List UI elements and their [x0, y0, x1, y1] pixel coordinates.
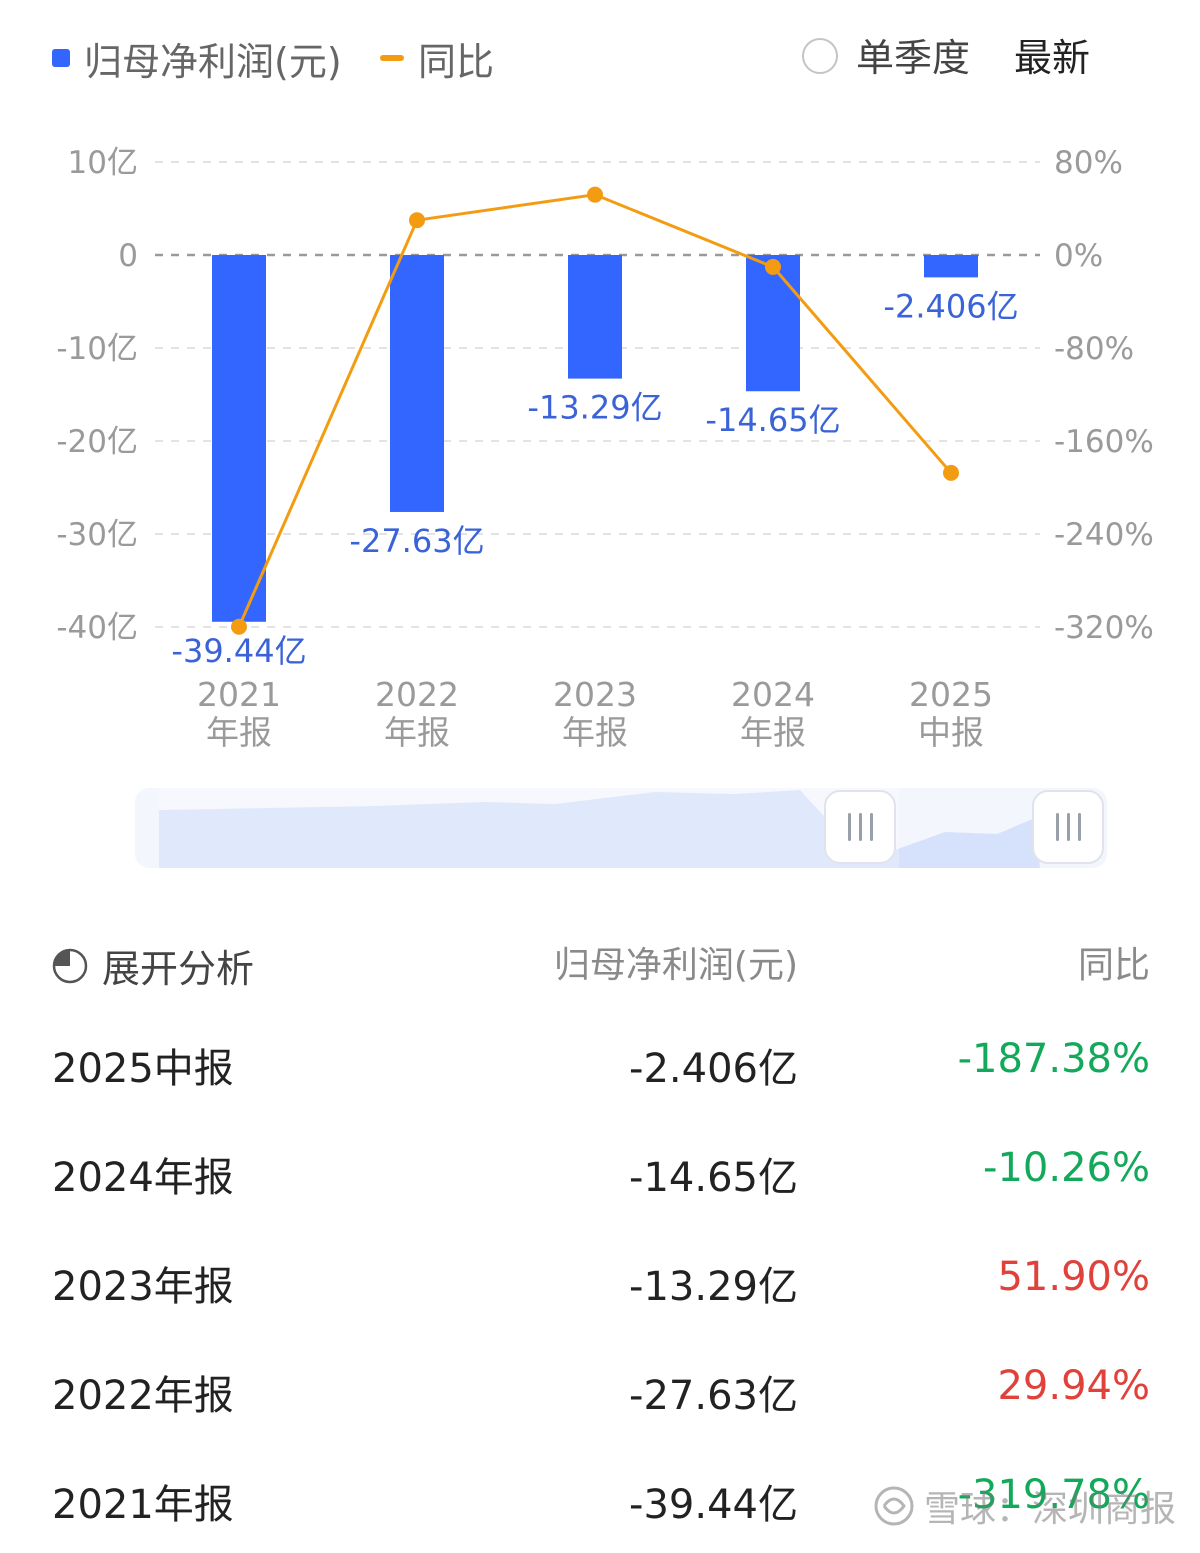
cell-yoy: 29.94% — [997, 1363, 1150, 1409]
range-navigator[interactable] — [135, 788, 1107, 868]
chart-grid — [155, 161, 1040, 628]
cell-period: 2021年报 — [52, 1482, 234, 1528]
cell-net-profit: -39.44亿 — [629, 1482, 798, 1528]
navigator-mask — [159, 788, 899, 868]
yoy-point[interactable] — [409, 212, 425, 229]
legend-line-label: 同比 — [418, 39, 495, 84]
left-axis-tick-label: -10亿 — [56, 331, 138, 367]
legend-bar-swatch — [52, 49, 70, 67]
bar-series — [212, 255, 978, 622]
right-axis-tick-label: -320% — [1054, 610, 1154, 646]
cell-yoy: -319.78% — [957, 1472, 1150, 1518]
yoy-point[interactable] — [587, 186, 603, 203]
cell-net-profit: -14.65亿 — [629, 1155, 798, 1201]
single-quarter-label[interactable]: 单季度 — [856, 36, 971, 80]
category-type-label: 年报 — [740, 713, 806, 752]
pie-chart-icon — [52, 948, 88, 983]
grip-icon — [847, 813, 873, 841]
category-year-label: 2021 — [197, 675, 281, 714]
category-type-label: 中报 — [918, 713, 984, 752]
table-row[interactable]: 2025中报 -2.406亿 -187.38% — [0, 1008, 1200, 1117]
left-axis: 10亿 0 -10亿 -20亿 -30亿 -40亿 — [56, 145, 138, 646]
left-axis-tick-label: 0 — [118, 238, 138, 274]
cell-net-profit: -2.406亿 — [629, 1046, 798, 1092]
cell-period: 2024年报 — [52, 1155, 234, 1201]
grip-icon — [1055, 813, 1081, 841]
expand-analysis-button[interactable]: 展开分析 — [52, 938, 254, 993]
table-row[interactable]: 2022年报 -27.63亿 29.94% — [0, 1335, 1200, 1444]
cell-period: 2025中报 — [52, 1046, 234, 1092]
bar-net-profit[interactable] — [212, 255, 266, 622]
bar-value-label: -14.65亿 — [705, 401, 840, 439]
cell-yoy: 51.90% — [997, 1254, 1150, 1300]
category-type-label: 年报 — [562, 713, 628, 752]
bar-value-label: -39.44亿 — [171, 632, 306, 670]
bar-net-profit[interactable] — [390, 255, 444, 512]
snowball-logo-icon — [874, 1486, 914, 1526]
category-year-label: 2025 — [909, 675, 993, 714]
right-axis-tick-label: 0% — [1054, 238, 1103, 274]
legend-item-yoy[interactable]: 同比 — [380, 30, 494, 86]
right-axis: 80% 0% -80% -160% -240% -320% — [1054, 145, 1154, 646]
table-row[interactable]: 2023年报 -13.29亿 51.90% — [0, 1226, 1200, 1335]
category-year-label: 2023 — [553, 675, 637, 714]
single-quarter-radio[interactable] — [802, 38, 838, 74]
cell-period: 2023年报 — [52, 1264, 234, 1310]
navigator-area — [159, 790, 1040, 868]
navigator-right-handle[interactable] — [1032, 790, 1104, 864]
cell-net-profit: -27.63亿 — [629, 1373, 798, 1419]
table-row[interactable]: 2021年报 -39.44亿 -319.78% — [0, 1444, 1200, 1553]
category-year-label: 2024 — [731, 675, 815, 714]
navigator-preview — [159, 788, 1040, 868]
navigator-left-handle[interactable] — [824, 790, 896, 864]
yoy-point[interactable] — [943, 464, 959, 481]
cell-yoy: -187.38% — [957, 1036, 1150, 1082]
category-type-label: 年报 — [384, 713, 450, 752]
right-axis-tick-label: -240% — [1054, 517, 1154, 553]
legend-bar-label: 归母净利润(元) — [84, 39, 342, 84]
legend-line-swatch — [380, 55, 404, 61]
table-row[interactable]: 2024年报 -14.65亿 -10.26% — [0, 1117, 1200, 1226]
right-axis-tick-label: -80% — [1054, 331, 1134, 367]
category-type-label: 年报 — [206, 713, 272, 752]
latest-button[interactable]: 最新 — [1014, 36, 1091, 80]
left-axis-tick-label: 10亿 — [68, 145, 138, 181]
bar-value-labels: -39.44亿 -27.63亿 -13.29亿 -14.65亿 -2.406亿 — [171, 287, 1018, 669]
net-profit-chart[interactable]: 10亿 0 -10亿 -20亿 -30亿 -40亿 80% 0% -80% -160% -240%… — [0, 120, 1200, 760]
cell-period: 2022年报 — [52, 1373, 234, 1419]
bar-value-label: -2.406亿 — [883, 287, 1018, 325]
bar-value-label: -27.63亿 — [349, 522, 484, 560]
table-header: 展开分析 归母净利润(元) 同比 — [0, 924, 1200, 994]
chart-legend: 归母净利润(元) 同比 单季度 最新 — [0, 0, 1200, 110]
cell-yoy: -10.26% — [983, 1145, 1150, 1191]
bar-value-label: -13.29亿 — [527, 389, 662, 427]
column-header-net-profit: 归母净利润(元) — [553, 945, 798, 986]
column-header-yoy: 同比 — [1077, 945, 1150, 986]
right-axis-tick-label: 80% — [1054, 145, 1123, 181]
left-axis-tick-label: -30亿 — [56, 517, 138, 553]
left-axis-tick-label: -20亿 — [56, 424, 138, 460]
cell-net-profit: -13.29亿 — [629, 1264, 798, 1310]
bar-net-profit[interactable] — [568, 255, 622, 379]
yoy-point[interactable] — [231, 618, 247, 635]
watermark: 雪球：深圳商报 — [872, 1480, 1176, 1532]
category-year-label: 2022 — [375, 675, 459, 714]
bar-net-profit[interactable] — [746, 255, 800, 392]
left-axis-tick-label: -40亿 — [56, 610, 138, 646]
right-axis-tick-label: -160% — [1054, 424, 1154, 460]
legend-item-net-profit[interactable]: 归母净利润(元) — [52, 30, 342, 86]
expand-analysis-label: 展开分析 — [102, 947, 255, 991]
yoy-line-series — [231, 186, 959, 635]
yoy-point[interactable] — [765, 258, 781, 275]
data-table: 2025中报 -2.406亿 -187.38% 2024年报 -14.65亿 -… — [0, 1008, 1200, 1553]
bar-net-profit[interactable] — [924, 255, 978, 278]
watermark-text: 雪球：深圳商报 — [924, 1489, 1177, 1530]
